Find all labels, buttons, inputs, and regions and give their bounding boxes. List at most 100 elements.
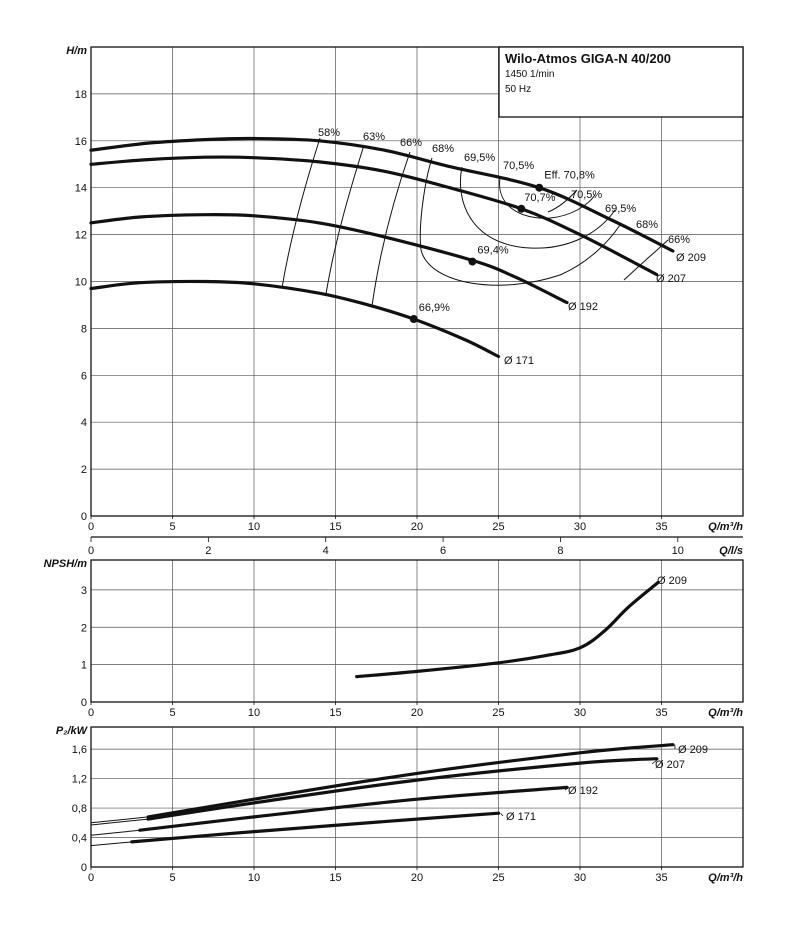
efficiency-point <box>535 183 544 192</box>
efficiency-point <box>409 315 418 324</box>
x-tick-label: 10 <box>248 521 260 533</box>
x-tick-label: 30 <box>574 707 586 719</box>
x-tick-label: 25 <box>492 707 504 719</box>
head-curve-label: Ø 171 <box>504 355 534 367</box>
y-tick-label: 16 <box>75 136 87 148</box>
efficiency-point-label: 70,7% <box>524 192 555 204</box>
y-tick-label: 10 <box>75 277 87 289</box>
x-tick-label: 20 <box>411 872 423 884</box>
power-label-leader <box>500 812 504 817</box>
efficiency-iso-line <box>499 177 596 219</box>
head-curve-label: Ø 192 <box>568 301 598 313</box>
efficiency-label: 66% <box>400 137 422 149</box>
efficiency-iso-line <box>623 239 669 281</box>
x-tick-label: 30 <box>574 872 586 884</box>
efficiency-iso-line <box>281 137 321 289</box>
npsh-curve-panel: 0 5 10 15 20 25 30 35 0 1 2 3 NPSH/m Q/m³/h Ø 209 <box>44 558 744 719</box>
y-tick-label: 6 <box>81 370 87 382</box>
y-tick-label: 4 <box>81 417 87 429</box>
secondary-tick-label: 2 <box>205 545 211 557</box>
y-tick-label: 1,2 <box>72 774 87 786</box>
efficiency-label: 69,5% <box>605 203 636 215</box>
efficiency-iso-line <box>547 189 578 213</box>
x-tick-label: 10 <box>248 872 260 884</box>
x-axis-label: Q/m³/h <box>708 707 743 719</box>
y-tick-label: 0,4 <box>72 833 87 845</box>
secondary-tick-label: 10 <box>672 545 684 557</box>
efficiency-label: 63% <box>363 131 385 143</box>
y-tick-label: 0 <box>81 697 87 709</box>
y-tick-label: 1,6 <box>72 744 87 756</box>
x-tick-label: 35 <box>655 872 667 884</box>
efficiency-iso-line <box>419 157 433 251</box>
x-tick-label: 0 <box>88 521 94 533</box>
y-tick-label: 2 <box>81 622 87 634</box>
efficiency-label: 66% <box>668 234 690 246</box>
power-curve-label: Ø 171 <box>506 811 536 823</box>
chart-title: Wilo-Atmos GIGA-N 40/200 <box>505 51 671 66</box>
efficiency-point-label: Eff. 70,8% <box>544 170 595 182</box>
power-curve-label: Ø 192 <box>568 785 598 797</box>
power-curve-extension <box>90 841 132 847</box>
efficiency-label: 70,5% <box>503 160 534 172</box>
power-curve-line <box>138 785 569 832</box>
y-tick-label: 0,8 <box>72 803 87 815</box>
efficiency-label: 69,5% <box>464 152 495 164</box>
x-tick-label: 30 <box>574 521 586 533</box>
head-curve-line <box>89 213 569 305</box>
secondary-tick-label: 0 <box>88 545 94 557</box>
x-tick-label: 25 <box>492 872 504 884</box>
y-tick-label: 0 <box>81 862 87 874</box>
x-tick-label: 20 <box>411 707 423 719</box>
head-curve-line <box>89 136 675 253</box>
secondary-axis-label: Q/l/s <box>719 545 743 557</box>
efficiency-label: 68% <box>432 143 454 155</box>
npsh-curve-line <box>355 580 660 679</box>
chart-subtitle-speed: 1450 1/min <box>505 69 554 80</box>
y-tick-label: 14 <box>75 183 87 195</box>
secondary-tick-label: 6 <box>440 545 446 557</box>
flow-ls-axis: 0 2 4 6 8 10 Q/l/s <box>88 536 743 557</box>
efficiency-point-label: 69,4% <box>477 245 508 257</box>
x-tick-label: 0 <box>88 707 94 719</box>
y-tick-label: 12 <box>75 230 87 242</box>
efficiency-iso-line <box>420 224 621 286</box>
efficiency-label: 58% <box>318 127 340 139</box>
x-tick-label: 10 <box>248 707 260 719</box>
y-tick-label: 3 <box>81 585 87 597</box>
x-tick-label: 15 <box>329 872 341 884</box>
y-axis-label: P₂/kW <box>56 725 89 737</box>
x-tick-label: 0 <box>88 872 94 884</box>
y-tick-label: 0 <box>81 511 87 523</box>
efficiency-point <box>517 204 526 213</box>
chart-subtitle-frequency: 50 Hz <box>505 84 531 95</box>
power-curve-extension <box>90 816 149 824</box>
y-axis-label: H/m <box>66 45 87 57</box>
title-box <box>498 46 744 118</box>
head-curve-panel: 0 5 10 15 20 25 30 35 0 2 4 6 8 10 12 14 16 18 H/m Q/m³/h Wi… <box>66 45 744 533</box>
power-label-leader <box>651 758 659 765</box>
efficiency-point <box>468 257 477 266</box>
head-curve-line <box>89 279 501 359</box>
head-curve-line <box>89 155 659 277</box>
power-curve-extension <box>90 818 149 826</box>
x-tick-label: 5 <box>169 872 175 884</box>
y-tick-label: 18 <box>75 89 87 101</box>
head-curve-label: Ø 207 <box>656 273 686 285</box>
x-axis-label: Q/m³/h <box>708 521 743 533</box>
secondary-tick-label: 8 <box>557 545 563 557</box>
y-tick-label: 1 <box>81 660 87 672</box>
secondary-tick-label: 4 <box>323 545 329 557</box>
power-label-leader <box>564 787 570 791</box>
efficiency-iso-line <box>371 151 411 307</box>
x-tick-label: 5 <box>169 521 175 533</box>
x-tick-label: 15 <box>329 521 341 533</box>
x-tick-label: 25 <box>492 521 504 533</box>
power-curve-panel: 0 5 10 15 20 25 30 35 0 0,4 0,8 1,2 1,6 P₂/kW Q/m³/h Ø … <box>56 725 744 884</box>
head-curve-label: Ø 209 <box>676 252 706 264</box>
power-curve-extension <box>90 829 140 836</box>
npsh-curve-label: Ø 209 <box>657 575 687 587</box>
power-curve-label: Ø 207 <box>655 759 685 771</box>
y-axis-label: NPSH/m <box>44 558 88 570</box>
